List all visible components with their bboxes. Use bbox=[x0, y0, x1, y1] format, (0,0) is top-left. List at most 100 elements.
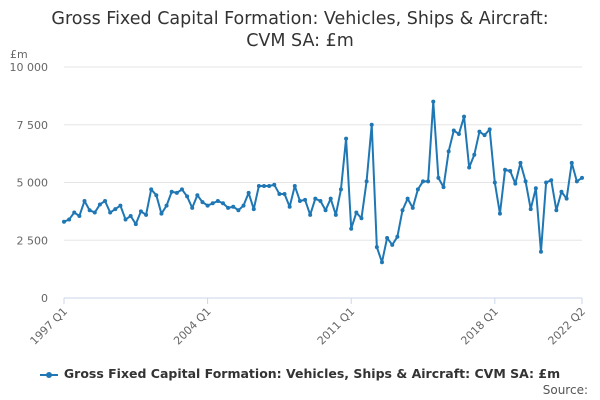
data-point[interactable] bbox=[231, 204, 236, 209]
data-point[interactable] bbox=[364, 179, 369, 184]
data-point[interactable] bbox=[323, 208, 328, 213]
data-point[interactable] bbox=[338, 187, 343, 192]
data-point[interactable] bbox=[210, 201, 215, 206]
data-point[interactable] bbox=[472, 152, 477, 157]
data-point[interactable] bbox=[236, 208, 241, 213]
data-point[interactable] bbox=[133, 222, 138, 227]
data-point[interactable] bbox=[113, 207, 118, 212]
data-point[interactable] bbox=[564, 196, 569, 201]
data-point[interactable] bbox=[569, 160, 574, 165]
data-point[interactable] bbox=[62, 219, 66, 224]
data-point[interactable] bbox=[262, 183, 267, 188]
data-point[interactable] bbox=[292, 183, 297, 188]
data-point[interactable] bbox=[318, 198, 323, 203]
data-point[interactable] bbox=[446, 149, 451, 154]
data-point[interactable] bbox=[190, 205, 195, 210]
data-point[interactable] bbox=[441, 185, 446, 190]
data-point[interactable] bbox=[369, 122, 374, 127]
data-point[interactable] bbox=[97, 202, 102, 207]
data-point[interactable] bbox=[385, 235, 390, 240]
data-point[interactable] bbox=[390, 242, 395, 247]
data-point[interactable] bbox=[195, 193, 200, 198]
data-point[interactable] bbox=[528, 207, 533, 212]
data-point[interactable] bbox=[518, 160, 523, 165]
data-point[interactable] bbox=[523, 179, 528, 184]
data-point[interactable] bbox=[308, 212, 313, 217]
data-point[interactable] bbox=[492, 180, 497, 185]
data-point[interactable] bbox=[405, 196, 410, 201]
data-point[interactable] bbox=[410, 205, 415, 210]
data-point[interactable] bbox=[451, 128, 456, 133]
data-point[interactable] bbox=[200, 200, 205, 205]
data-point[interactable] bbox=[559, 189, 564, 194]
data-point[interactable] bbox=[359, 216, 364, 221]
data-point[interactable] bbox=[462, 114, 467, 119]
data-point[interactable] bbox=[354, 210, 359, 215]
data-point[interactable] bbox=[477, 129, 482, 134]
data-point[interactable] bbox=[436, 175, 441, 180]
data-point[interactable] bbox=[395, 234, 400, 239]
data-point[interactable] bbox=[287, 204, 292, 209]
data-point[interactable] bbox=[549, 178, 554, 183]
data-point[interactable] bbox=[426, 179, 431, 184]
data-point[interactable] bbox=[508, 168, 513, 173]
data-point[interactable] bbox=[379, 260, 384, 265]
data-point[interactable] bbox=[456, 131, 461, 136]
data-point[interactable] bbox=[344, 136, 349, 141]
data-point[interactable] bbox=[215, 198, 220, 203]
data-point[interactable] bbox=[154, 193, 159, 198]
data-point[interactable] bbox=[282, 192, 287, 197]
data-point[interactable] bbox=[487, 127, 492, 132]
data-point[interactable] bbox=[538, 249, 543, 254]
data-point[interactable] bbox=[241, 203, 246, 208]
data-point[interactable] bbox=[123, 217, 128, 222]
data-point[interactable] bbox=[220, 201, 225, 206]
data-point[interactable] bbox=[349, 226, 354, 231]
data-point[interactable] bbox=[374, 245, 379, 250]
legend[interactable]: Gross Fixed Capital Formation: Vehicles,… bbox=[0, 366, 600, 381]
data-point[interactable] bbox=[149, 187, 154, 192]
data-point[interactable] bbox=[574, 179, 579, 184]
data-point[interactable] bbox=[497, 211, 502, 216]
data-point[interactable] bbox=[205, 203, 210, 208]
data-point[interactable] bbox=[272, 182, 277, 187]
data-point[interactable] bbox=[467, 165, 472, 170]
data-point[interactable] bbox=[87, 208, 92, 213]
data-point[interactable] bbox=[169, 189, 174, 194]
data-point[interactable] bbox=[251, 207, 256, 212]
data-point[interactable] bbox=[72, 210, 77, 215]
data-point[interactable] bbox=[118, 203, 123, 208]
data-point[interactable] bbox=[159, 211, 164, 216]
data-point[interactable] bbox=[333, 212, 338, 217]
data-point[interactable] bbox=[482, 133, 487, 138]
data-point[interactable] bbox=[328, 196, 333, 201]
data-point[interactable] bbox=[544, 180, 549, 185]
data-point[interactable] bbox=[267, 183, 272, 188]
data-point[interactable] bbox=[297, 198, 302, 203]
data-point[interactable] bbox=[513, 181, 518, 186]
data-point[interactable] bbox=[138, 209, 143, 214]
data-point[interactable] bbox=[174, 190, 179, 195]
data-point[interactable] bbox=[226, 205, 231, 210]
data-point[interactable] bbox=[246, 190, 251, 195]
data-point[interactable] bbox=[313, 196, 318, 201]
data-point[interactable] bbox=[67, 217, 72, 222]
data-point[interactable] bbox=[277, 192, 282, 197]
data-point[interactable] bbox=[185, 194, 190, 199]
data-point[interactable] bbox=[92, 210, 97, 215]
data-point[interactable] bbox=[415, 187, 420, 192]
data-point[interactable] bbox=[179, 187, 184, 192]
data-point[interactable] bbox=[144, 212, 149, 217]
data-point[interactable] bbox=[400, 208, 405, 213]
data-point[interactable] bbox=[580, 175, 584, 180]
data-point[interactable] bbox=[533, 186, 538, 191]
data-point[interactable] bbox=[82, 198, 87, 203]
data-point[interactable] bbox=[164, 203, 169, 208]
data-point[interactable] bbox=[77, 213, 82, 218]
data-point[interactable] bbox=[431, 99, 436, 104]
data-point[interactable] bbox=[103, 198, 108, 203]
data-point[interactable] bbox=[108, 210, 113, 215]
data-point[interactable] bbox=[503, 167, 508, 172]
data-point[interactable] bbox=[303, 197, 308, 202]
data-point[interactable] bbox=[421, 179, 426, 184]
